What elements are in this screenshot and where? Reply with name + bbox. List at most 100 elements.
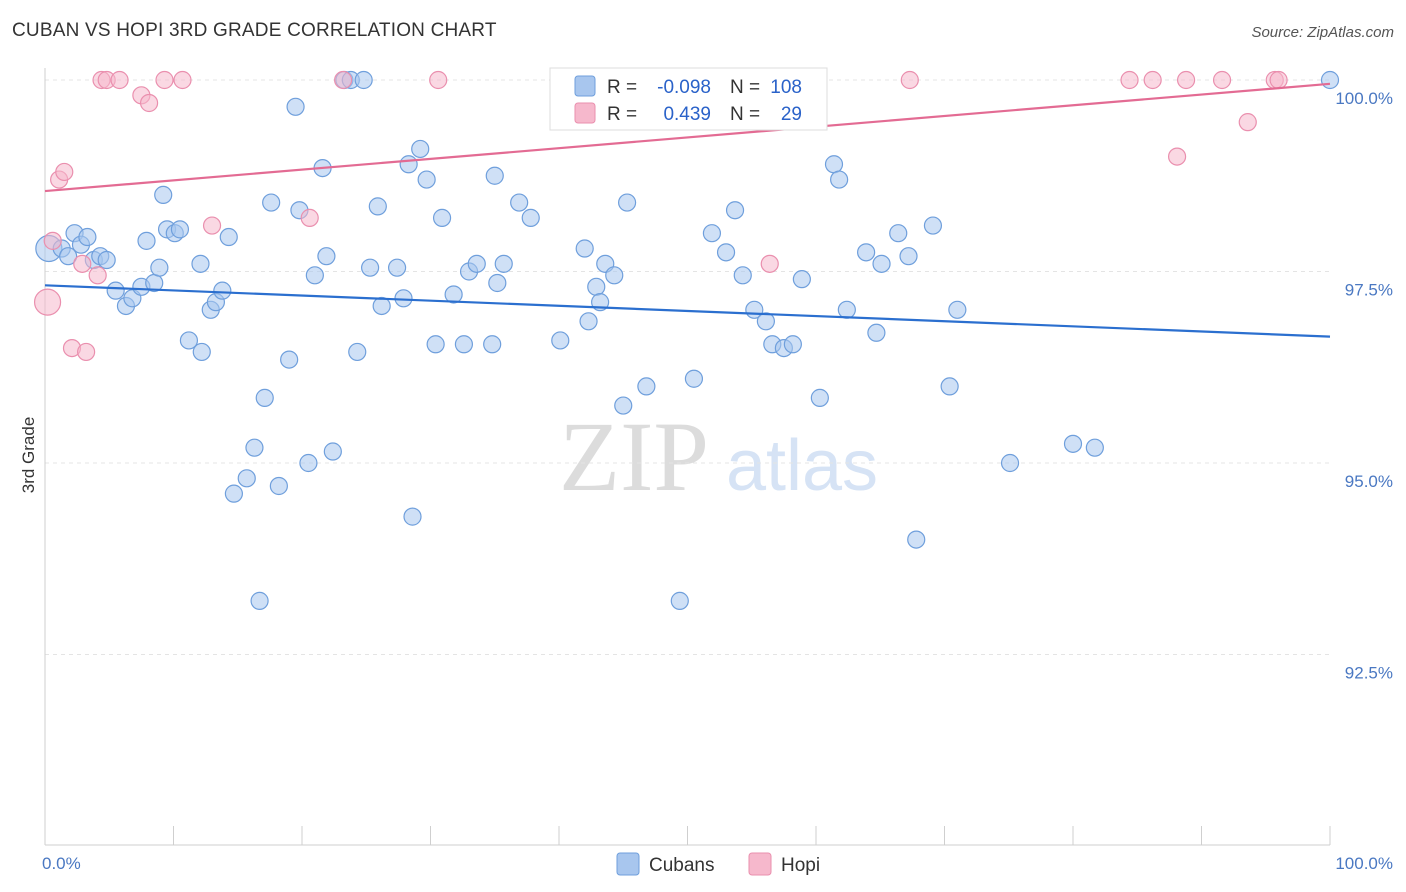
- cubans-point: [368, 197, 387, 216]
- cubans-point: [587, 277, 606, 296]
- hopi-point: [173, 70, 192, 90]
- stats-r-label-hopi: R =: [607, 104, 637, 125]
- cubans-point: [417, 170, 436, 189]
- cubans-point: [899, 247, 918, 266]
- cubans-point: [575, 239, 594, 258]
- cubans-point: [670, 591, 689, 610]
- cubans-point: [837, 300, 856, 319]
- legend-label-hopi: Hopi: [781, 855, 820, 876]
- hopi-trend-line: [44, 82, 1331, 193]
- hopi-point: [43, 231, 62, 250]
- hopi-point: [110, 70, 129, 90]
- cubans-point: [444, 285, 463, 304]
- series-legend: Cubans Hopi: [616, 852, 820, 876]
- hopi-point: [1120, 70, 1139, 90]
- cubans-point: [387, 258, 407, 277]
- hopi-point: [1269, 70, 1288, 90]
- watermark-atlas: atlas: [726, 426, 878, 506]
- cubans-point: [1063, 434, 1083, 453]
- y-tick-label: 92.5%: [1345, 664, 1393, 683]
- cubans-point: [889, 224, 908, 243]
- cubans-point: [467, 254, 486, 273]
- hopi-point: [88, 266, 107, 285]
- cubans-point: [948, 300, 967, 319]
- cubans-point: [150, 258, 169, 277]
- cubans-point: [792, 270, 811, 289]
- cubans-point: [1085, 438, 1104, 457]
- cubans-point: [907, 530, 926, 549]
- cubans-point: [725, 201, 745, 220]
- cubans-point: [483, 335, 502, 354]
- cubans-point: [1000, 453, 1020, 473]
- y-tick-label: 95.0%: [1345, 472, 1393, 491]
- hopi-point: [900, 70, 919, 90]
- cubans-point: [684, 369, 704, 388]
- cubans-point: [923, 216, 943, 235]
- cubans-point: [255, 388, 274, 407]
- hopi-point: [55, 162, 74, 182]
- stats-r-label-cubans: R =: [607, 77, 637, 98]
- cubans-point: [354, 70, 373, 90]
- cubans-point: [551, 331, 570, 350]
- cubans-point: [224, 484, 243, 503]
- x-tick-label-min: 0.0%: [42, 854, 81, 873]
- cubans-point: [810, 388, 829, 407]
- cubans-point: [824, 155, 844, 174]
- cubans-point: [280, 350, 299, 369]
- hopi-point: [1167, 147, 1187, 166]
- cubans-point: [286, 97, 305, 116]
- cubans-point: [940, 377, 959, 396]
- hopi-point: [429, 70, 448, 90]
- y-axis-title: 3rd Grade: [19, 417, 38, 494]
- stats-n-value-hopi: 29: [781, 104, 802, 125]
- cubans-point: [830, 170, 849, 189]
- cubans-trend-line: [44, 284, 1331, 338]
- cubans-point: [872, 254, 891, 273]
- cubans-point: [137, 231, 156, 250]
- cubans-point: [269, 476, 288, 496]
- cubans-point: [637, 377, 656, 396]
- hopi-point: [77, 342, 96, 362]
- cubans-point: [317, 247, 336, 266]
- cubans-point: [154, 185, 173, 204]
- cubans-point: [733, 266, 752, 285]
- hopi-point: [334, 70, 353, 90]
- stats-n-label-hopi: N =: [730, 104, 760, 125]
- cubans-point: [191, 254, 210, 273]
- cubans-point: [432, 208, 452, 227]
- hopi-point: [1143, 70, 1162, 90]
- stats-swatch-cubans: [574, 75, 596, 97]
- y-tick-label: 100.0%: [1335, 89, 1393, 108]
- chart-title: CUBAN VS HOPI 3RD GRADE CORRELATION CHAR…: [12, 20, 497, 41]
- cubans-point: [618, 193, 637, 212]
- cubans-point: [372, 296, 391, 316]
- cubans-point: [299, 453, 318, 473]
- stats-swatch-hopi: [574, 102, 596, 124]
- cubans-point: [521, 208, 540, 227]
- trend-lines: [44, 82, 1331, 338]
- axes: 92.5% 95.0% 97.5% 100.0% 0.0% 100.0%: [42, 68, 1393, 873]
- cubans-point: [305, 266, 324, 285]
- watermark-zip: ZIP: [559, 401, 709, 512]
- cubans-point: [605, 266, 624, 285]
- cubans-point: [579, 312, 598, 331]
- legend-label-cubans: Cubans: [649, 855, 715, 876]
- cubans-point: [170, 220, 190, 239]
- hopi-point: [155, 70, 174, 90]
- cubans-point: [323, 442, 342, 461]
- cubans-point: [510, 193, 529, 212]
- cubans-point: [237, 469, 256, 488]
- gridlines: [45, 79, 1330, 655]
- cubans-point: [219, 227, 238, 247]
- hopi-point: [139, 93, 159, 113]
- hopi-point: [760, 254, 779, 273]
- hopi-point: [73, 254, 92, 273]
- cubans-point: [399, 155, 418, 174]
- cubans-point: [411, 139, 430, 159]
- cubans-point: [783, 335, 802, 354]
- hopi-point: [1176, 70, 1196, 90]
- cubans-point: [488, 273, 507, 293]
- stats-r-value-hopi: 0.439: [663, 104, 711, 125]
- cubans-point: [250, 591, 269, 610]
